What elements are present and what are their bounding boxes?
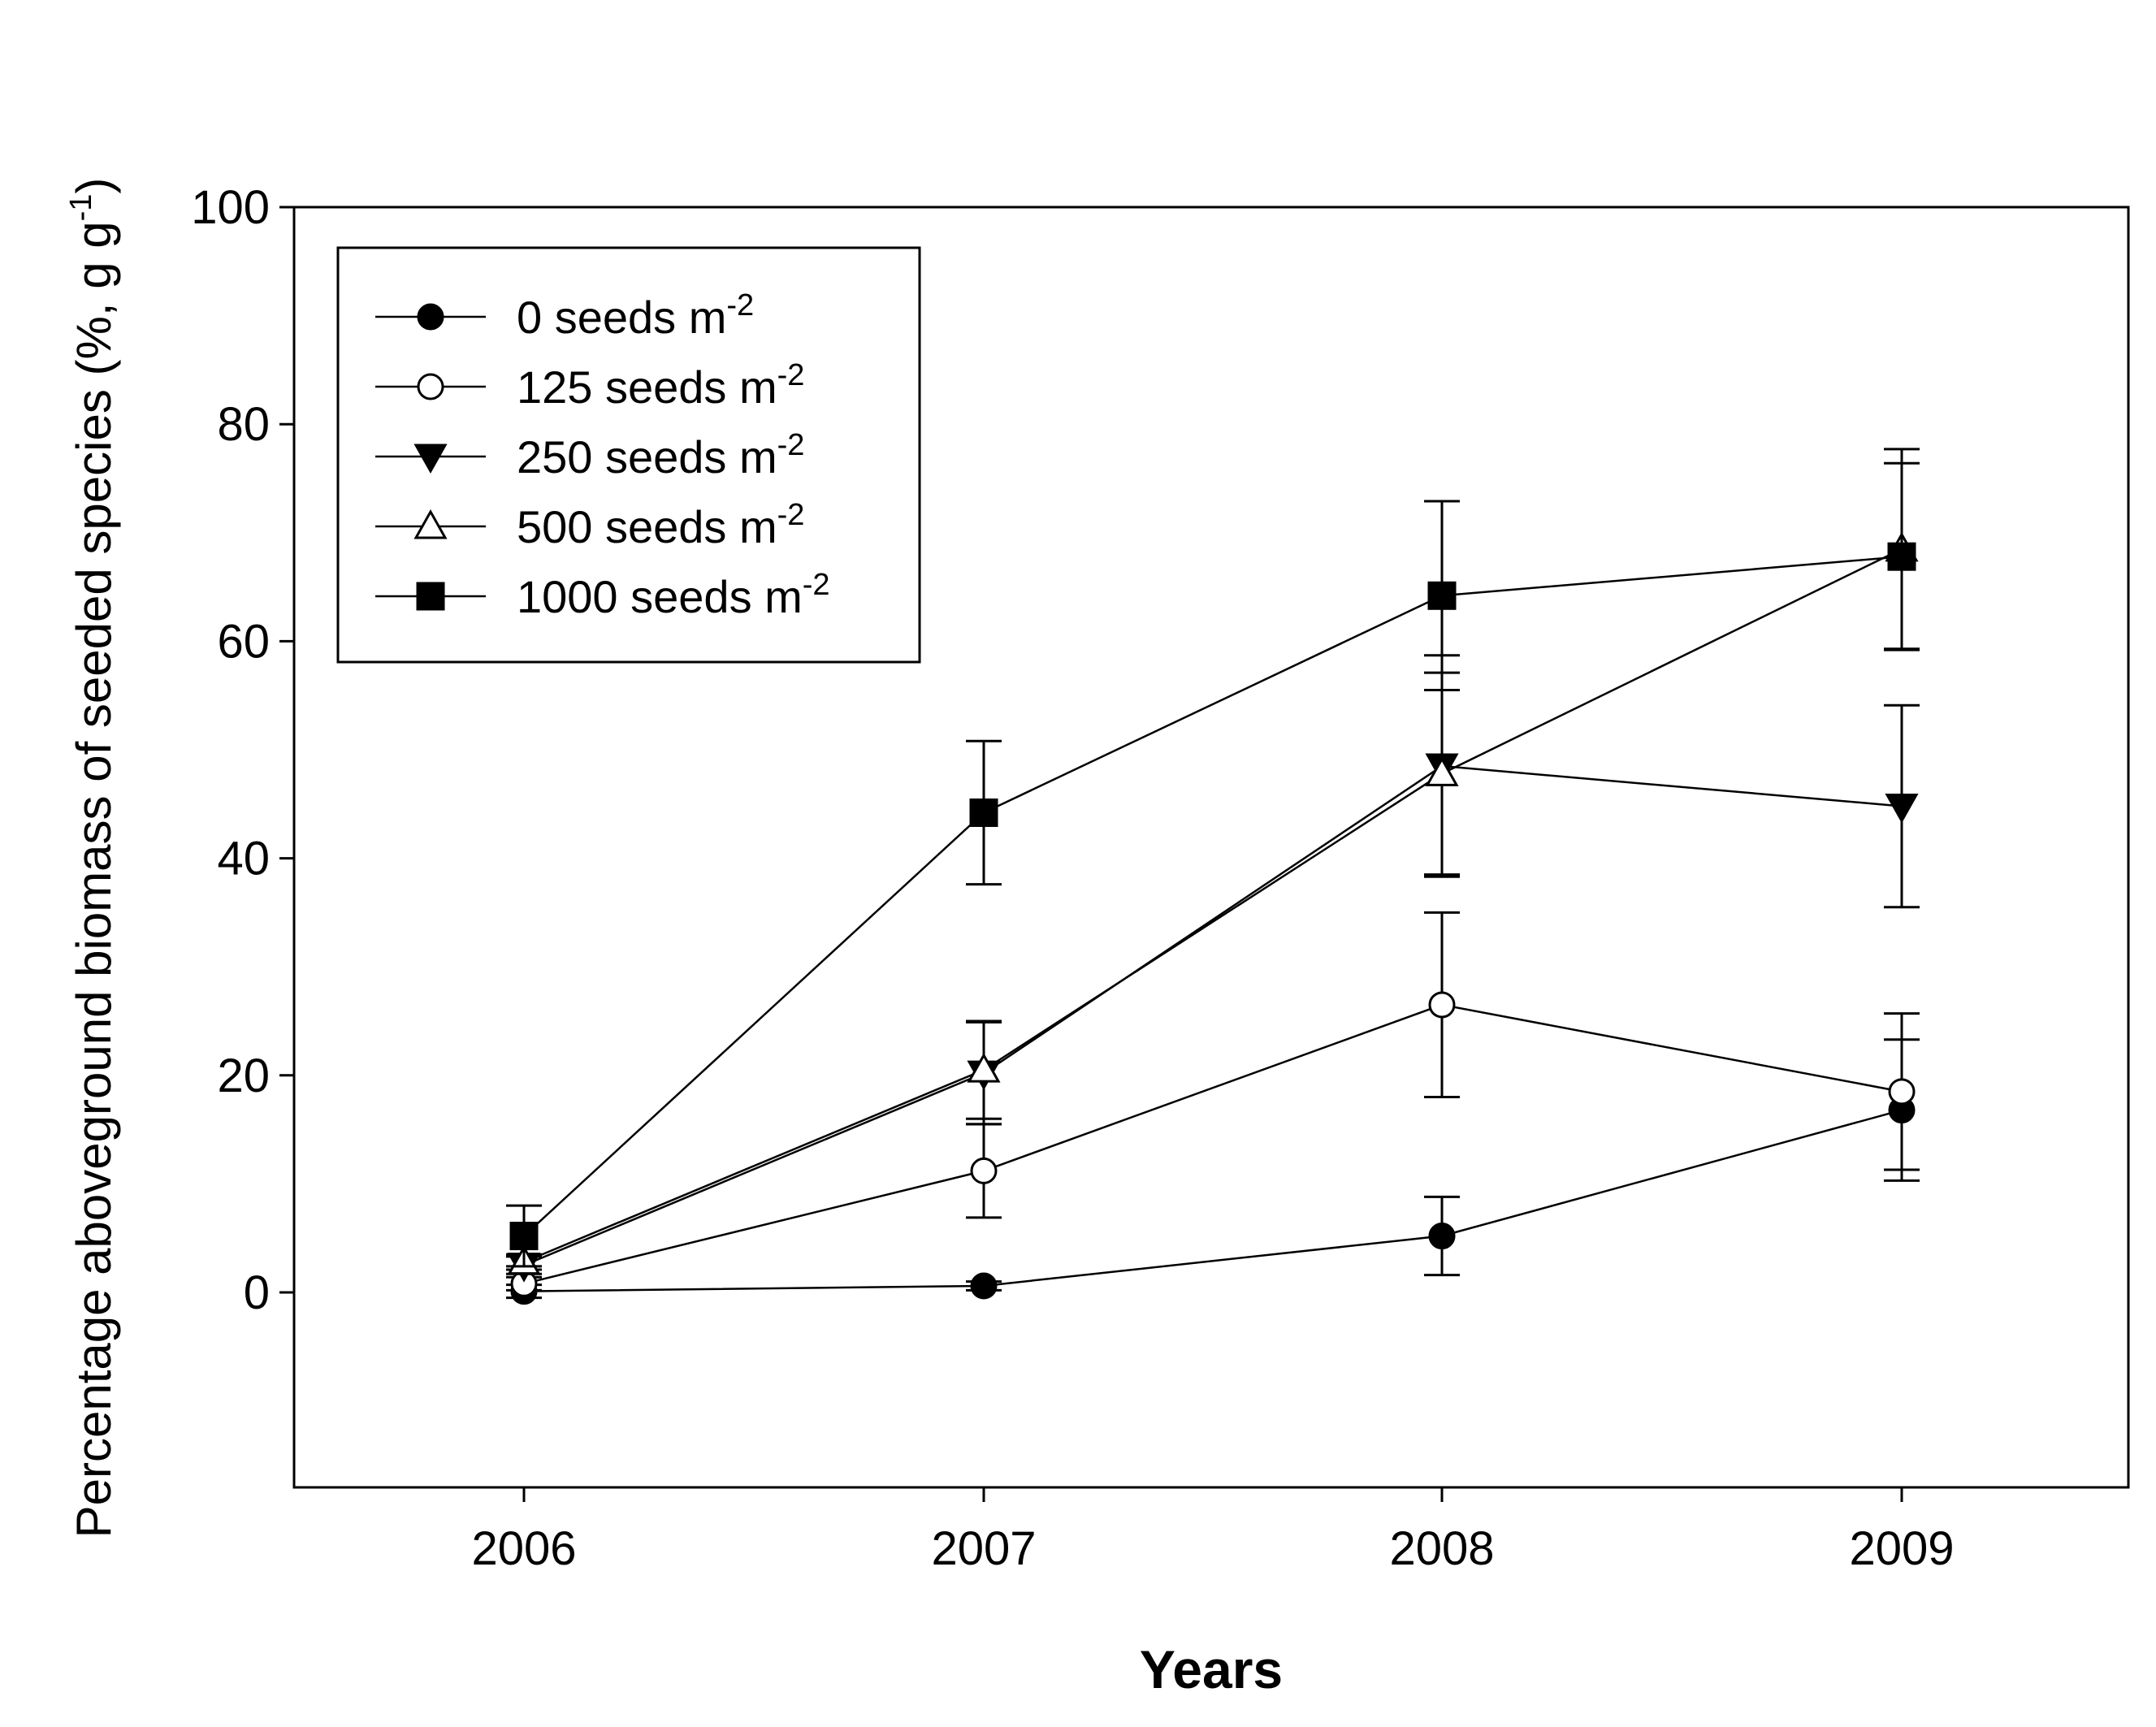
y-tick-label: 40 <box>217 833 270 885</box>
legend-label: 250 seeds m-2 <box>517 428 804 483</box>
legend-item: 500 seeds m-2 <box>375 498 804 552</box>
series-line <box>523 764 1903 1266</box>
data-point <box>1425 756 1459 786</box>
x-tick-label: 2006 <box>471 1522 576 1575</box>
plot-frame <box>292 206 2130 1489</box>
legend: 0 seeds m-2 125 seeds m-2 250 seeds m-2 500… <box>336 246 921 664</box>
series-line <box>523 1003 1903 1285</box>
y-tick-label: 60 <box>217 615 270 668</box>
legend-label: 500 seeds m-2 <box>517 498 804 552</box>
legend-label: 125 seeds m-2 <box>517 358 804 413</box>
series-line <box>523 1109 1903 1292</box>
legend-item: 250 seeds m-2 <box>375 428 804 483</box>
legend-item: 0 seeds m-2 <box>375 288 754 343</box>
legend-item: 1000 seeds m-2 <box>375 568 830 622</box>
series-layer <box>506 448 1920 1305</box>
data-point <box>1428 1223 1456 1250</box>
y-axis-title: Percentage aboveground biomass of seeded… <box>64 178 121 1539</box>
data-point <box>1428 991 1456 1019</box>
data-point <box>970 1157 998 1184</box>
legend-marker <box>416 582 445 611</box>
series-0 <box>506 1038 1920 1305</box>
legend-item: 125 seeds m-2 <box>375 358 804 413</box>
data-point <box>969 798 998 827</box>
legend-label: 0 seeds m-2 <box>517 288 754 343</box>
series-4 <box>506 461 1920 1268</box>
series-line <box>523 548 1903 1263</box>
x-tick-label: 2009 <box>1849 1522 1954 1575</box>
data-point <box>970 1272 998 1300</box>
data-point <box>967 1053 1001 1083</box>
legend-label: 1000 seeds m-2 <box>517 568 830 622</box>
data-point <box>509 1222 539 1251</box>
series-2 <box>506 654 1920 1283</box>
x-axis-title: Years <box>1140 1639 1283 1699</box>
series-line <box>523 555 1903 1237</box>
x-axis: 2006 2007 2008 2009 <box>471 1487 1955 1575</box>
y-tick-label: 20 <box>217 1050 270 1102</box>
data-point <box>1427 581 1457 610</box>
y-tick-label: 100 <box>191 181 270 234</box>
legend-marker <box>417 303 444 331</box>
x-tick-label: 2008 <box>1389 1522 1494 1575</box>
legend-marker <box>417 373 444 400</box>
y-tick-label: 0 <box>244 1266 270 1319</box>
x-tick-label: 2007 <box>931 1522 1036 1575</box>
data-point <box>1885 793 1919 824</box>
legend-marker <box>413 509 448 539</box>
y-tick-label: 80 <box>217 398 270 451</box>
data-point <box>1887 542 1916 571</box>
series-1 <box>506 911 1920 1297</box>
legend-marker <box>413 444 448 474</box>
y-axis: 0 20 40 60 80 100 <box>191 181 294 1319</box>
data-point <box>1888 1078 1916 1106</box>
